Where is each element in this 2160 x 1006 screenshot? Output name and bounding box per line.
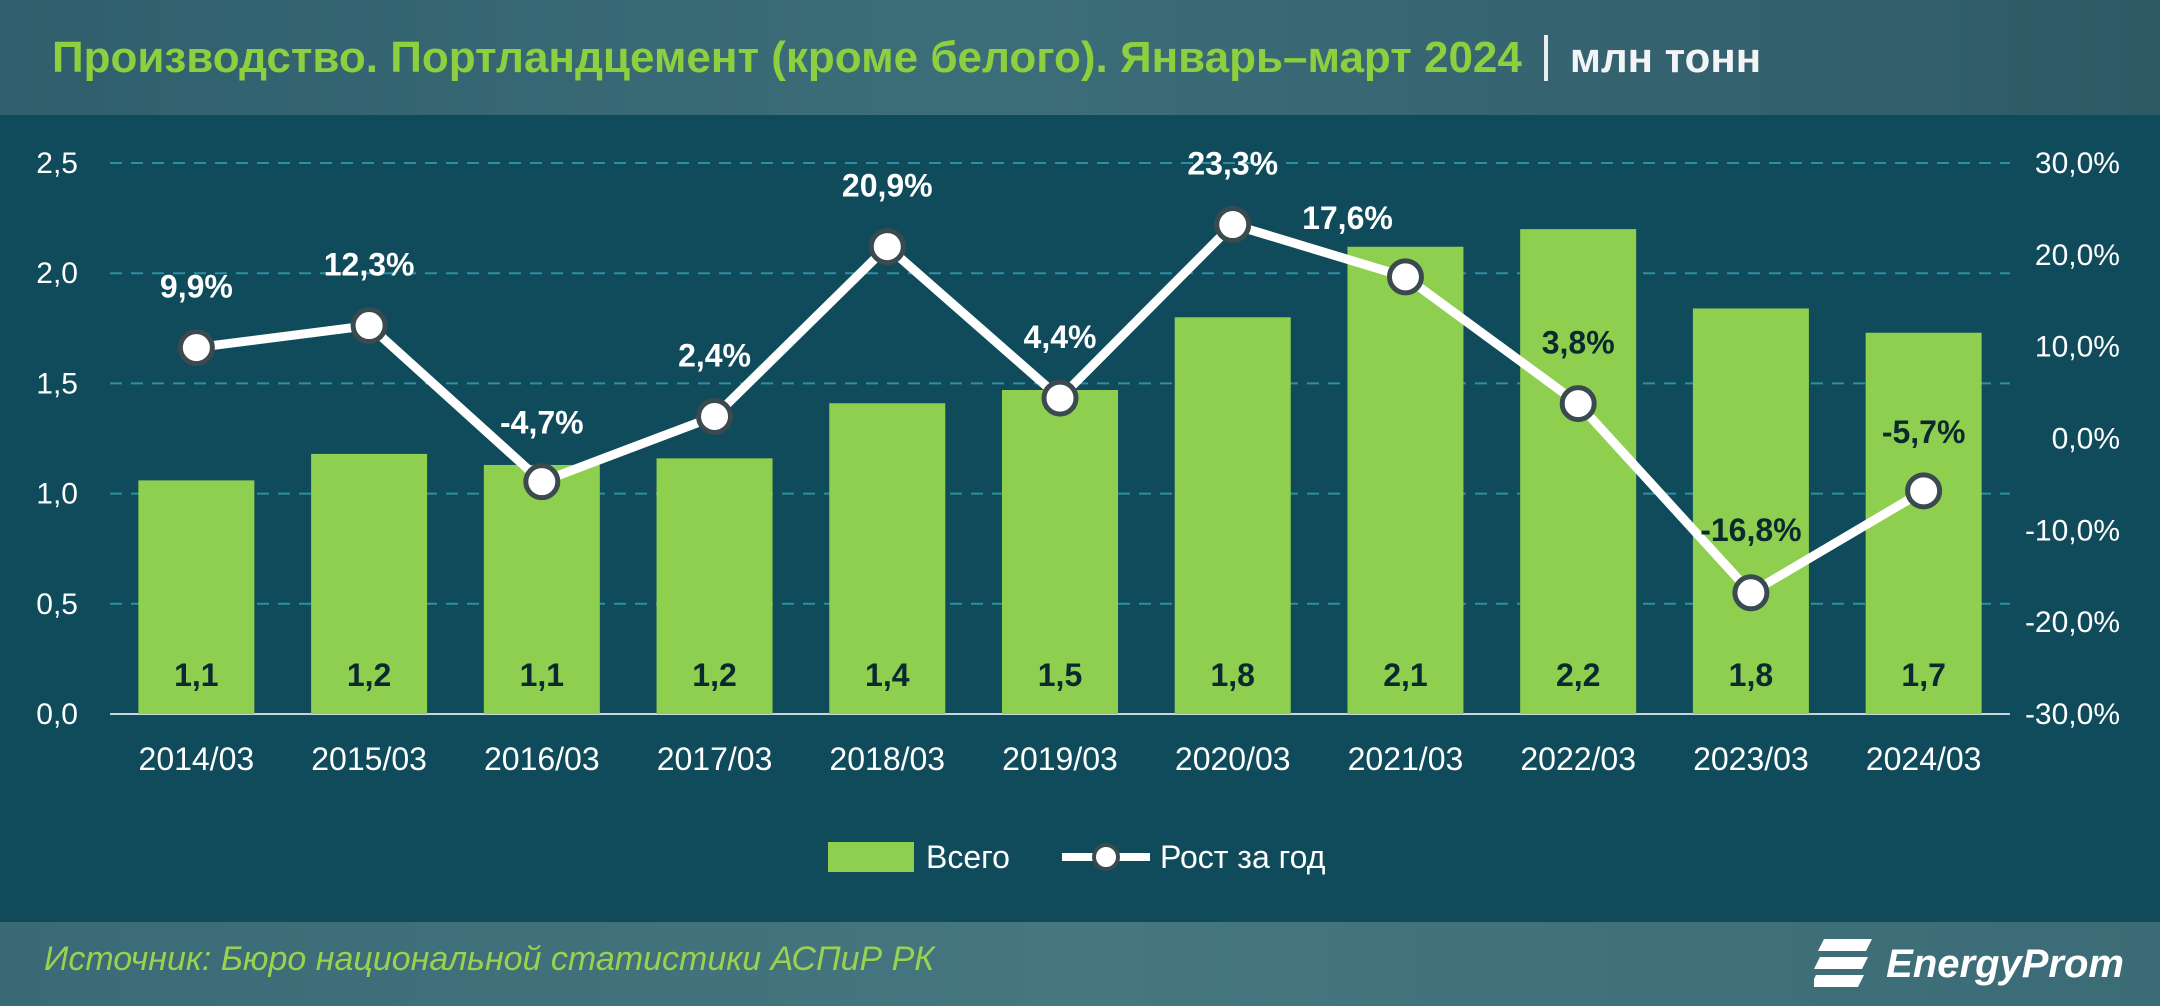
- left-axis-tick-label: 1,0: [36, 478, 78, 511]
- growth-point: [1386, 258, 1424, 296]
- source-note: Источник: Бюро национальной статистики А…: [44, 940, 935, 978]
- right-axis-tick-label: 10,0%: [2035, 331, 2120, 364]
- energyprom-logo: EnergyProm: [1814, 932, 2124, 996]
- growth-point: [868, 228, 906, 266]
- growth-value-label: 9,9%: [160, 269, 233, 305]
- growth-value-label: 4,4%: [1024, 319, 1097, 355]
- logo-mark-icon: [1814, 939, 1873, 987]
- category-tick-label: 2022/03: [1520, 741, 1636, 777]
- category-tick-label: 2015/03: [311, 741, 427, 777]
- category-tick-label: 2017/03: [657, 741, 773, 777]
- left-axis-tick-label: 0,0: [36, 698, 78, 731]
- right-axis-tick-label: -10,0%: [2025, 514, 2120, 547]
- growth-point: [350, 307, 388, 345]
- category-tick-label: 2021/03: [1348, 741, 1464, 777]
- left-axis-tick-label: 2,0: [36, 257, 78, 290]
- right-axis-tick-label: 0,0%: [2052, 423, 2120, 456]
- bar-2021/03: [1347, 246, 1464, 714]
- right-axis-tick-label: 30,0%: [2035, 147, 2120, 180]
- bar-value-label: 1,4: [865, 657, 910, 693]
- bar-value-label: 1,1: [520, 657, 564, 693]
- growth-value-label: 23,3%: [1187, 146, 1278, 182]
- bar-2020/03: [1174, 317, 1291, 714]
- right-axis-tick-label: 20,0%: [2035, 239, 2120, 272]
- bar-2023/03: [1692, 308, 1809, 714]
- growth-value-label: -16,8%: [1700, 512, 1801, 548]
- bar-value-label: 1,2: [692, 657, 736, 693]
- bar-value-label: 1,2: [347, 657, 391, 693]
- category-tick-label: 2018/03: [829, 741, 945, 777]
- bar-2016/03: [483, 464, 600, 714]
- category-tick-label: 2020/03: [1175, 741, 1291, 777]
- growth-value-label: -5,7%: [1882, 414, 1966, 450]
- legend-line-marker: [1092, 843, 1120, 871]
- growth-value-label: 20,9%: [842, 168, 933, 204]
- left-axis-tick-label: 2,5: [36, 147, 78, 180]
- growth-point: [177, 329, 215, 367]
- right-axis-tick-label: -20,0%: [2025, 606, 2120, 639]
- legend-bar-label: Всего: [926, 839, 1010, 875]
- category-tick-label: 2023/03: [1693, 741, 1809, 777]
- category-tick-label: 2016/03: [484, 741, 600, 777]
- chart-unit: млн тонн: [1569, 33, 1762, 81]
- bar-value-label: 1,5: [1038, 657, 1082, 693]
- growth-value-label: 17,6%: [1302, 200, 1393, 236]
- growth-point: [1905, 472, 1943, 510]
- left-axis-tick-label: 1,5: [36, 367, 78, 400]
- bar-value-label: 2,2: [1556, 657, 1600, 693]
- right-axis-tick-label: -30,0%: [2025, 698, 2120, 731]
- bar-value-label: 2,1: [1383, 657, 1427, 693]
- bar-value-label: 1,7: [1901, 657, 1945, 693]
- category-tick-label: 2024/03: [1866, 741, 1982, 777]
- growth-value-label: 12,3%: [324, 247, 415, 283]
- bar-value-label: 1,8: [1210, 657, 1254, 693]
- growth-point: [696, 397, 734, 435]
- growth-point: [1041, 379, 1079, 417]
- growth-point: [1559, 385, 1597, 423]
- chart-header: Производство. Портландцемент (кроме бело…: [0, 0, 2160, 115]
- category-tick-label: 2019/03: [1002, 741, 1118, 777]
- logo-text: EnergyProm: [1886, 941, 2124, 986]
- chart-footer: Источник: Бюро национальной статистики А…: [0, 922, 2160, 1006]
- bar-2015/03: [311, 453, 428, 714]
- bar-2019/03: [1002, 390, 1118, 714]
- growth-value-label: 2,4%: [678, 337, 751, 373]
- bar-2022/03: [1520, 229, 1637, 714]
- bar-2014/03: [138, 480, 255, 714]
- bar-value-label: 1,1: [174, 657, 218, 693]
- growth-point: [1732, 574, 1770, 612]
- bar-2018/03: [829, 403, 946, 714]
- legend-bar-swatch: [828, 842, 914, 872]
- bar-2017/03: [656, 458, 773, 714]
- title-divider: [1543, 34, 1548, 81]
- growth-point: [1214, 206, 1252, 244]
- growth-point: [523, 463, 561, 501]
- category-tick-label: 2014/03: [139, 741, 255, 777]
- chart-title: Производство. Портландцемент (кроме бело…: [52, 32, 1522, 82]
- growth-value-label: 3,8%: [1542, 325, 1615, 361]
- bar-2024/03: [1865, 332, 1982, 714]
- combo-chart: 0,0 0,5 1,0 1,5 2,0 2,5 -30,0% -20,0% -10,0% 0,0%…: [36, 146, 2120, 875]
- plot-area: 0,0 0,5 1,0 1,5 2,0 2,5 -30,0% -20,0% -10,0% 0,0%…: [0, 115, 2160, 922]
- left-axis-tick-label: 0,5: [36, 588, 78, 621]
- growth-value-label: -4,7%: [500, 405, 584, 441]
- legend-line-label: Рост за год: [1160, 839, 1326, 875]
- bar-value-label: 1,8: [1729, 657, 1773, 693]
